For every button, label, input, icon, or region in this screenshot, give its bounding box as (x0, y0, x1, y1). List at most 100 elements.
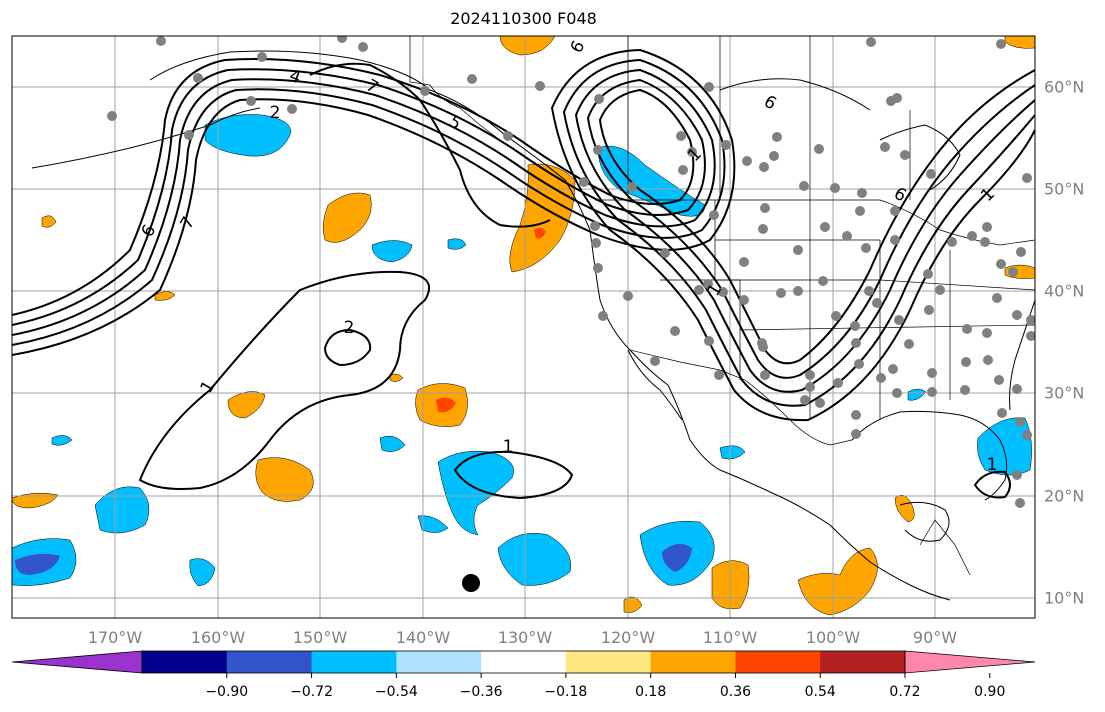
colorbar-segment (311, 651, 397, 673)
station-dot (857, 188, 867, 198)
station-dot (594, 94, 604, 104)
contour-low-1 (138, 270, 431, 490)
neg-area-small2 (447, 238, 467, 250)
station-dot (591, 238, 601, 248)
colorbar-tick-label: −0.18 (544, 684, 588, 700)
station-dot (721, 140, 731, 150)
station-dot (739, 257, 749, 267)
pos-area-north1 (322, 192, 372, 243)
station-dot (830, 183, 840, 193)
contour-low-3 (453, 450, 574, 500)
neg-dark-mex (662, 543, 692, 572)
station-dot (776, 288, 786, 298)
contour-label: 1 (503, 437, 514, 457)
pos-area-small-tri (389, 373, 404, 382)
station-dot (660, 248, 670, 258)
neg-area-small6 (51, 435, 73, 446)
station-dot (467, 74, 477, 84)
colorbar-segment (142, 651, 228, 673)
coast-gulf (851, 410, 1008, 501)
station-dot (851, 338, 861, 348)
station-dot (593, 263, 603, 273)
coast-aleutians (31, 107, 261, 169)
station-dot (983, 355, 993, 365)
latitude-label: 20°N (1044, 486, 1085, 506)
colorbar-segment (226, 651, 313, 673)
station-dot (805, 370, 815, 380)
station-dot (598, 311, 608, 321)
pos-red-mid (436, 397, 456, 413)
contour-jet-1 (12, 58, 1035, 365)
station-dot (687, 147, 697, 157)
contour-jet-3 (12, 68, 1035, 393)
colorbar-tick-label: 0.54 (804, 684, 836, 700)
pos-area-w3 (41, 215, 57, 228)
station-dot (1012, 310, 1022, 320)
station-dot (670, 326, 680, 336)
station-dot (927, 387, 937, 397)
station-dot (927, 368, 937, 378)
coast-west-na (589, 229, 951, 601)
station-dot (793, 286, 803, 296)
contour-low-2 (323, 328, 372, 367)
station-dot (742, 156, 752, 166)
coast-baja (627, 349, 683, 421)
station-dot (800, 395, 810, 405)
neg-area-aleutian (204, 114, 291, 157)
longitude-label: 150°W (292, 628, 348, 647)
station-dot (709, 210, 719, 220)
latitude-label: 40°N (1044, 281, 1085, 301)
station-dot (855, 206, 865, 216)
station-dot (678, 165, 688, 175)
colorbar-tick-label: −0.54 (374, 684, 418, 700)
contour-alaska (309, 62, 551, 228)
station-dot (107, 111, 117, 121)
contour-label: 1 (987, 455, 998, 475)
station-dot (851, 429, 861, 439)
pos-area-north2 (499, 36, 556, 56)
station-dot (1022, 173, 1032, 183)
colorbar-segment (735, 651, 821, 673)
station-dot (718, 287, 728, 297)
station-dot (992, 293, 1002, 303)
station-dot (676, 131, 686, 141)
colorbar-segment (650, 651, 736, 673)
station-dot (890, 206, 900, 216)
station-dot (815, 398, 825, 408)
station-dot (1015, 417, 1025, 427)
station-dot (866, 37, 876, 47)
station-dot (926, 169, 936, 179)
station-dot (337, 36, 347, 43)
pos-area-w2 (12, 492, 59, 509)
longitude-label: 140°W (395, 628, 451, 647)
neg-dark-far-west (15, 553, 60, 575)
station-dot (923, 269, 933, 279)
neg-area-small4 (417, 515, 449, 533)
station-dot (864, 286, 874, 296)
colorbar-max-arrow (904, 650, 1036, 674)
colorbar-tick-label: −0.36 (459, 684, 503, 700)
station-dot (184, 130, 194, 140)
station-dot (1015, 498, 1025, 508)
station-dot (714, 370, 724, 380)
station-dot (982, 222, 992, 232)
contours (12, 48, 1035, 500)
station-dot (961, 357, 971, 367)
station-dot (650, 356, 660, 366)
contour-label: 2 (270, 103, 281, 123)
coast-canada-n (719, 78, 871, 111)
station-dot (739, 295, 749, 305)
marker-black-dot (462, 574, 480, 592)
station-dot (935, 285, 945, 295)
map-frame (11, 35, 1036, 619)
station-dot (257, 52, 267, 62)
station-dot (1026, 315, 1035, 325)
neg-area-small5 (189, 558, 216, 587)
station-dot (982, 328, 992, 338)
longitude-label: 130°W (497, 628, 553, 647)
neg-area-south (497, 532, 571, 586)
station-dot (831, 311, 841, 321)
contour-label: 2 (344, 318, 355, 338)
station-dot (759, 162, 769, 172)
station-dot (799, 181, 809, 191)
